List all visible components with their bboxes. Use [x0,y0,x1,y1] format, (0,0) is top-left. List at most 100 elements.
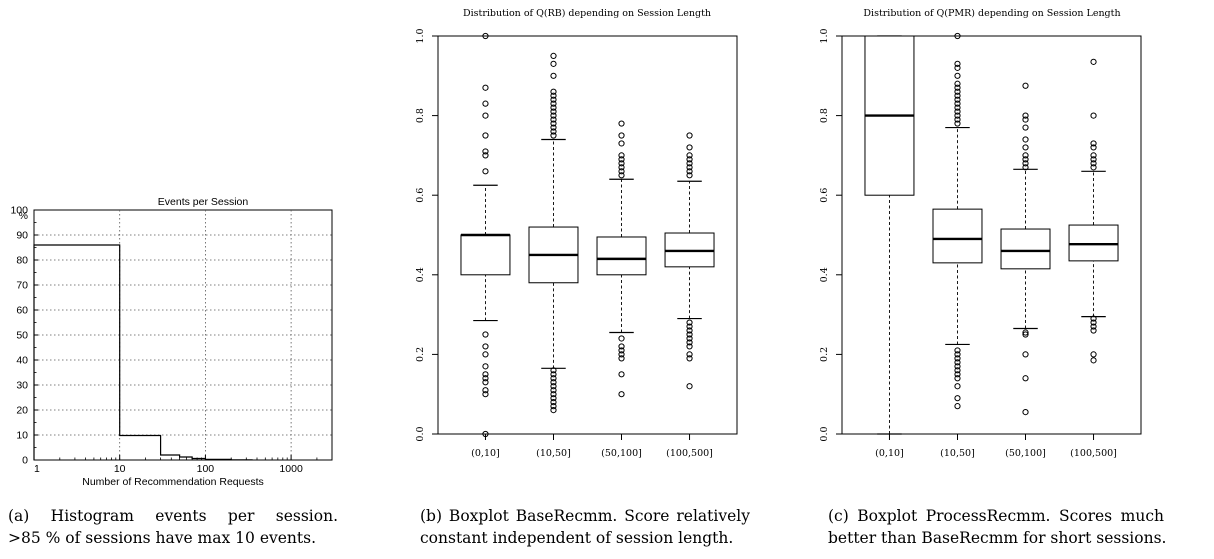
outlier-point [618,168,625,175]
y-tick-label: 50 [16,330,28,342]
outlier-point [686,331,693,338]
x-tick-label: (100,500] [1070,448,1117,459]
outlier-point [550,399,557,406]
outlier-point [1090,357,1097,364]
y-tick-label: 20 [16,405,28,417]
outlier-point [686,160,693,167]
y-tick-label: 70 [16,280,28,292]
outlier-point [954,375,961,382]
outlier-point [1022,144,1029,151]
outlier-point [954,347,961,354]
iqr-box [1000,228,1051,270]
boxplot-q-pmr: Distribution of Q(PMR) depending on Sess… [819,8,1142,459]
y-tick-label: 0.8 [819,108,830,123]
outlier-point [482,168,489,175]
x-tick-label: 1 [34,463,40,475]
y-tick-label: 0.2 [415,347,426,362]
outlier-point [1022,112,1029,119]
y-tick-label: 1.0 [819,28,830,43]
caption-a-line1: (a) Histogram events per session. [8,507,338,525]
outlier-point [954,88,961,95]
iqr-box [596,236,647,276]
outlier-point [1022,82,1029,89]
outlier-point [954,112,961,119]
outlier-point [618,152,625,159]
y-tick-label: 0.8 [415,108,426,123]
outlier-point [1022,156,1029,163]
chart-title: Distribution of Q(PMR) depending on Sess… [863,8,1120,19]
outlier-point [550,128,557,135]
outlier-point [618,347,625,354]
y-tick-label: 30 [16,380,28,392]
histogram-bin [34,245,120,460]
outlier-point [550,407,557,414]
outlier-point [1022,164,1029,171]
histogram-bin [161,455,180,460]
outlier-point [1022,152,1029,159]
x-axis-label: Number of Recommendation Requests [82,476,264,488]
outlier-point [618,355,625,362]
outlier-point [618,172,625,179]
outlier-point [482,379,489,386]
outlier-point [1090,144,1097,151]
outlier-point [482,152,489,159]
outlier-point [686,351,693,358]
outlier-point [1090,327,1097,334]
y-tick-label: 80 [16,255,28,267]
caption-a: (a) Histogram events per session. >85 % … [8,505,338,549]
boxplot-q-rb: Distribution of Q(RB) depending on Sessi… [415,8,738,459]
outlier-point [550,104,557,111]
x-tick-label: (50,100] [1005,448,1046,459]
x-tick-label: (0,10] [471,448,500,459]
outlier-point [1022,351,1029,358]
outlier-point [550,72,557,79]
outlier-point [954,64,961,71]
y-axis-label: % [19,210,28,222]
outlier-point [954,116,961,123]
outlier-point [686,144,693,151]
outlier-point [1090,152,1097,159]
caption-c: (c) Boxplot ProcessRecmm. Scores much be… [828,505,1166,549]
outlier-point [618,343,625,350]
outlier-point [618,391,625,398]
outlier-point [1022,160,1029,167]
outlier-point [954,72,961,79]
y-tick-label: 0.4 [819,267,830,282]
outlier-point [954,367,961,374]
outlier-point [482,32,489,40]
outlier-point [1022,124,1029,131]
x-tick-label: 100 [197,463,215,475]
outlier-point [1022,329,1029,336]
outlier-point [954,371,961,378]
outlier-point [482,371,489,378]
outlier-point [686,168,693,175]
outlier-point [550,88,557,95]
y-tick-label: 1.0 [415,28,426,43]
outlier-point [686,156,693,163]
outlier-point [686,132,693,139]
outlier-point [686,335,693,342]
iqr-box [460,234,511,276]
outlier-point [954,80,961,87]
outlier-point [954,84,961,91]
outlier-point [1022,409,1029,416]
x-tick-label: (100,500] [666,448,713,459]
outlier-point [550,375,557,382]
outlier-point [954,363,961,370]
chart-title: Events per Session [158,196,249,208]
caption-b-line2: constant independent of session length. [420,529,734,547]
outlier-point [550,383,557,390]
outlier-point [954,104,961,111]
outlier-point [1022,375,1029,382]
outlier-point [550,403,557,410]
outlier-point [954,92,961,99]
outlier-point [1090,156,1097,163]
outlier-point [618,160,625,167]
outlier-point [686,319,693,326]
outlier-point [550,132,557,139]
iqr-box [932,208,983,264]
caption-a-line2: >85 % of sessions have max 10 events. [8,529,317,547]
outlier-point [482,343,489,350]
outlier-point [954,120,961,127]
